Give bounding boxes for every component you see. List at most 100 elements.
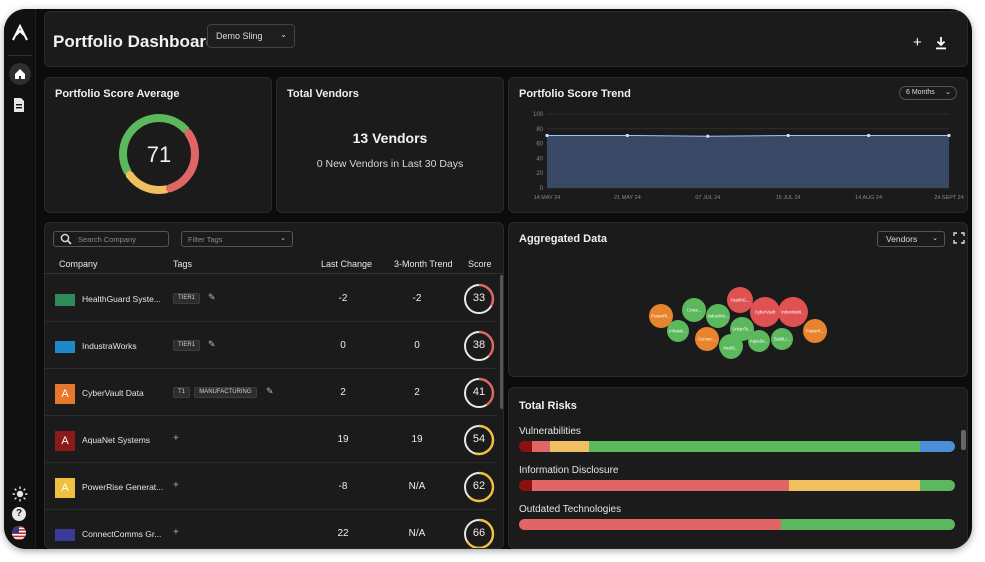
x-tick-label: 07 JUL 24: [695, 195, 720, 201]
vendor-bubble[interactable]: [727, 287, 753, 313]
vendor-bubble[interactable]: [706, 304, 730, 328]
company-name[interactable]: HealthGuard Syste...: [82, 294, 161, 304]
trend-point[interactable]: [706, 134, 710, 138]
trend-range-select[interactable]: 6 Months ⌄: [899, 86, 957, 100]
company-logo: [55, 294, 75, 306]
edit-icon[interactable]: ✎: [208, 292, 216, 302]
risk-bar-segment: [532, 441, 550, 452]
search-input[interactable]: Search Company: [53, 231, 169, 247]
table-row[interactable]: A PowerRise Generat... + -8 N/A 62: [45, 463, 497, 510]
vendor-bubble[interactable]: [649, 304, 673, 328]
table-row[interactable]: HealthGuard Syste... TIER1 ✎ -2 -2 33: [45, 275, 497, 322]
filter-tags-select[interactable]: Filter Tags ⌄: [181, 231, 293, 247]
company-name[interactable]: CyberVault Data: [82, 388, 144, 398]
trend-value: N/A: [408, 528, 426, 539]
bubble-label: BuildLi...: [774, 337, 790, 342]
col-tags[interactable]: Tags: [173, 259, 193, 269]
chevron-down-icon: ⌄: [945, 89, 951, 96]
table-row[interactable]: IndustraWorks TIER1 ✎ 0 0 38: [45, 322, 497, 369]
download-icon[interactable]: [935, 36, 947, 50]
trend-point[interactable]: [786, 133, 790, 138]
add-tag-icon[interactable]: +: [173, 527, 179, 538]
y-tick-label: 80: [536, 127, 543, 133]
trend-point[interactable]: [545, 133, 549, 138]
help-icon[interactable]: ?: [12, 507, 26, 521]
sun-icon[interactable]: [12, 486, 28, 502]
bubble-label: HealthG...: [731, 298, 750, 303]
gauge-segment-red: [119, 114, 199, 194]
tag-chip: T1: [173, 387, 191, 398]
col-trend[interactable]: 3-Month Trend: [394, 259, 453, 269]
add-tag-icon[interactable]: +: [173, 433, 179, 444]
y-tick-label: 40: [536, 156, 543, 162]
aggregate-by-select[interactable]: Vendors ⌄: [877, 231, 945, 247]
vendor-bubble[interactable]: [667, 320, 689, 342]
vendor-bubble[interactable]: [682, 298, 706, 322]
risk-bar[interactable]: [519, 480, 955, 491]
company-name[interactable]: IndustraWorks: [82, 341, 137, 351]
table-row[interactable]: A CyberVault Data T1 MANUFACTURING ✎ 2 2 41: [45, 369, 497, 416]
tag-chip: TIER1: [173, 340, 201, 351]
logo-icon[interactable]: [10, 23, 30, 43]
vendor-bubble[interactable]: [778, 297, 808, 327]
edit-icon[interactable]: ✎: [266, 386, 274, 396]
risk-bar[interactable]: [519, 441, 955, 452]
trend-point[interactable]: [947, 133, 951, 138]
risk-bar[interactable]: [519, 519, 955, 530]
expand-icon[interactable]: [953, 232, 965, 244]
company-name[interactable]: PowerRise Generat...: [82, 482, 164, 492]
table-scrollbar[interactable]: [500, 275, 503, 409]
y-tick-label: 20: [536, 171, 543, 177]
score-ring: 33: [463, 283, 495, 315]
vendor-bubble[interactable]: [803, 319, 827, 343]
rail-divider: [8, 55, 32, 56]
table-row[interactable]: ConnectComms Gr... +22 N/A 66: [45, 510, 497, 548]
bubble-label: MediS...: [723, 346, 738, 351]
table-row[interactable]: A AquaNet Systems +19 19 54: [45, 416, 497, 463]
col-last-change[interactable]: Last Change: [321, 259, 373, 269]
vendor-bubble[interactable]: [750, 297, 780, 327]
vendor-bubble[interactable]: [720, 337, 742, 359]
score-average-title: Portfolio Score Average: [55, 88, 180, 100]
trend-value: 2: [414, 387, 420, 398]
side-rail: ?: [4, 9, 36, 549]
bubble-label: AquaSe...: [750, 339, 768, 344]
bubble-label: Cross...: [687, 308, 701, 313]
search-placeholder: Search Company: [78, 235, 136, 244]
trend-value: N/A: [408, 481, 426, 492]
plus-icon[interactable]: +: [913, 34, 922, 51]
vendor-table-card: Search Company Filter Tags ⌄ Company Tag…: [44, 222, 504, 549]
last-change-value: 2: [340, 387, 346, 398]
aggregated-data-card: Aggregated Data Vendors ⌄ PowerRi... Cros…: [508, 222, 968, 377]
col-company[interactable]: Company: [59, 259, 98, 269]
portfolio-select[interactable]: Demo Sling ⌄: [207, 24, 295, 48]
vendor-bubble[interactable]: [771, 328, 793, 350]
last-change-value: -2: [338, 293, 348, 304]
score-value: 41: [472, 386, 486, 398]
company-name[interactable]: ConnectComms Gr...: [82, 529, 162, 539]
vendor-bubble[interactable]: [695, 327, 719, 351]
col-score[interactable]: Score: [468, 259, 492, 269]
risks-scrollbar[interactable]: [961, 430, 966, 450]
risk-bar-segment: [519, 441, 533, 452]
risk-label: Vulnerabilities: [519, 426, 581, 437]
x-tick-label: 24 SEPT 24: [934, 195, 964, 201]
company-name[interactable]: AquaNet Systems: [82, 435, 151, 445]
score-value: 38: [472, 339, 486, 351]
total-vendors-card: Total Vendors 13 Vendors 0 New Vendors i…: [276, 77, 504, 213]
document-icon[interactable]: [12, 97, 26, 113]
company-logo: [55, 529, 75, 541]
page-title: Portfolio Dashboard: [53, 32, 217, 51]
vendor-bubble[interactable]: [748, 330, 770, 352]
flag-icon[interactable]: [12, 526, 26, 540]
home-icon[interactable]: [9, 63, 31, 85]
y-tick-label: 100: [533, 112, 544, 118]
risk-bar-segment: [532, 480, 790, 491]
page-header: Portfolio Dashboard Demo Sling ⌄ +: [44, 11, 968, 67]
add-tag-icon[interactable]: +: [173, 480, 179, 491]
edit-icon[interactable]: ✎: [208, 339, 216, 349]
trend-point[interactable]: [867, 133, 871, 138]
vendor-bubble[interactable]: [730, 317, 754, 341]
trend-point[interactable]: [625, 133, 629, 138]
score-ring: 38: [463, 330, 495, 362]
